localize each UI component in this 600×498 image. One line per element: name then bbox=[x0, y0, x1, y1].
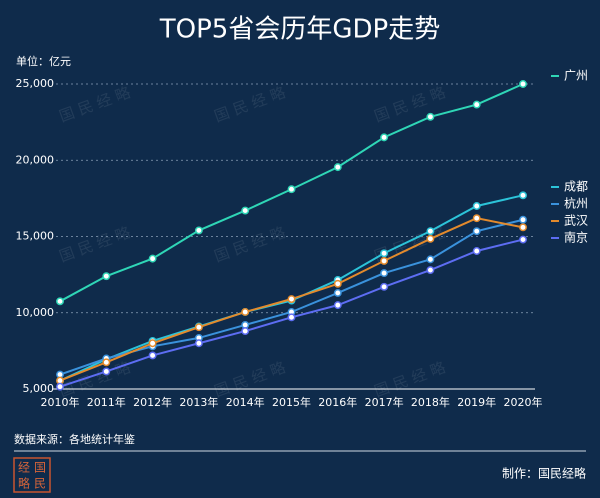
point bbox=[241, 206, 250, 215]
logo-char: 民 bbox=[34, 477, 46, 491]
point bbox=[519, 191, 527, 200]
point bbox=[519, 223, 527, 232]
point bbox=[380, 269, 389, 278]
x-tick-label: 2017年 bbox=[365, 395, 404, 409]
point bbox=[380, 249, 389, 258]
logo-char: 国 bbox=[34, 461, 46, 475]
point bbox=[148, 339, 157, 348]
point bbox=[148, 254, 157, 263]
point bbox=[519, 215, 527, 224]
logo-frame bbox=[13, 457, 51, 493]
point bbox=[194, 339, 203, 348]
x-tick-label: 2013年 bbox=[179, 395, 218, 409]
point bbox=[102, 367, 111, 376]
x-tick-label: 2018年 bbox=[411, 395, 450, 409]
point bbox=[102, 358, 111, 367]
y-tick-label: 25,000 bbox=[16, 77, 55, 90]
chart-title: TOP5省会历年GDP走势 bbox=[159, 15, 440, 45]
x-tick-label: 2012年 bbox=[133, 395, 172, 409]
y-tick-label: 15,000 bbox=[16, 230, 55, 243]
point bbox=[287, 313, 296, 322]
x-tick-label: 2011年 bbox=[87, 395, 126, 409]
point bbox=[472, 214, 481, 223]
source: 数据来源：各地统计年鉴 bbox=[14, 432, 135, 446]
point bbox=[472, 202, 481, 210]
x-tick-label: 2019年 bbox=[457, 395, 496, 409]
point bbox=[333, 301, 342, 310]
point bbox=[519, 80, 527, 88]
y-tick-label: 20,000 bbox=[16, 153, 55, 166]
point bbox=[194, 226, 203, 235]
x-tick-label: 2014年 bbox=[226, 395, 265, 409]
point bbox=[287, 295, 296, 303]
point bbox=[472, 100, 481, 109]
point bbox=[333, 288, 342, 297]
legend-label: 南京 bbox=[564, 230, 588, 245]
point bbox=[380, 256, 389, 265]
y-tick-label: 5,000 bbox=[23, 382, 55, 395]
point bbox=[333, 279, 342, 288]
legend-label: 武汉 bbox=[564, 214, 588, 228]
point bbox=[426, 255, 435, 264]
x-tick-label: 2020年 bbox=[504, 395, 543, 409]
point bbox=[519, 235, 527, 244]
x-tick-label: 2016年 bbox=[318, 395, 357, 409]
point bbox=[426, 234, 435, 243]
point bbox=[241, 308, 250, 316]
legend-label: 广州 bbox=[564, 69, 588, 83]
credit: 制作：国民经略 bbox=[502, 466, 586, 481]
point bbox=[472, 227, 481, 236]
x-tick-label: 2010年 bbox=[41, 395, 80, 409]
unit-label: 单位：亿元 bbox=[16, 54, 71, 68]
point bbox=[56, 297, 64, 306]
point bbox=[148, 351, 157, 360]
point bbox=[56, 382, 64, 391]
point bbox=[333, 163, 342, 172]
legend-label: 成都 bbox=[564, 180, 588, 194]
point bbox=[380, 133, 389, 142]
point bbox=[102, 272, 111, 281]
y-tick-label: 10,000 bbox=[16, 306, 55, 319]
point bbox=[380, 282, 389, 291]
point bbox=[426, 266, 435, 274]
point bbox=[426, 227, 435, 236]
logo-char: 经 bbox=[18, 461, 30, 475]
point bbox=[241, 327, 250, 335]
point bbox=[472, 247, 481, 255]
legend-label: 杭州 bbox=[564, 196, 588, 211]
logo-char: 略 bbox=[18, 476, 30, 491]
point bbox=[426, 112, 435, 121]
x-tick-label: 2015年 bbox=[272, 395, 311, 409]
point bbox=[194, 323, 203, 332]
point bbox=[287, 185, 296, 194]
